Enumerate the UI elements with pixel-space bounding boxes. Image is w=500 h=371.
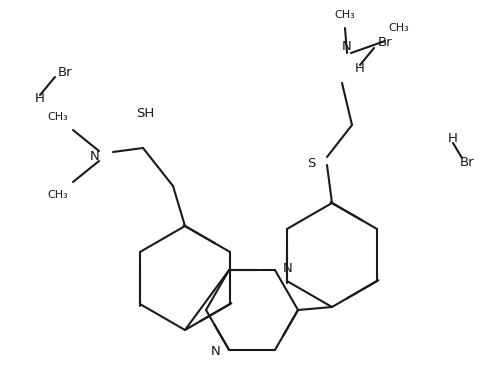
Text: H: H <box>448 131 458 144</box>
Text: CH₃: CH₃ <box>48 112 68 122</box>
Text: CH₃: CH₃ <box>334 10 355 20</box>
Text: Br: Br <box>460 155 474 168</box>
Text: N: N <box>211 345 221 358</box>
Text: N: N <box>90 150 99 162</box>
Text: SH: SH <box>136 107 154 120</box>
Text: N: N <box>342 40 352 53</box>
Text: H: H <box>35 92 45 105</box>
Text: H: H <box>355 62 365 75</box>
Text: N: N <box>283 262 293 275</box>
Text: Br: Br <box>58 66 72 79</box>
Text: CH₃: CH₃ <box>48 190 68 200</box>
Text: Br: Br <box>378 36 392 49</box>
Text: CH₃: CH₃ <box>388 23 409 33</box>
Text: S: S <box>306 157 315 170</box>
